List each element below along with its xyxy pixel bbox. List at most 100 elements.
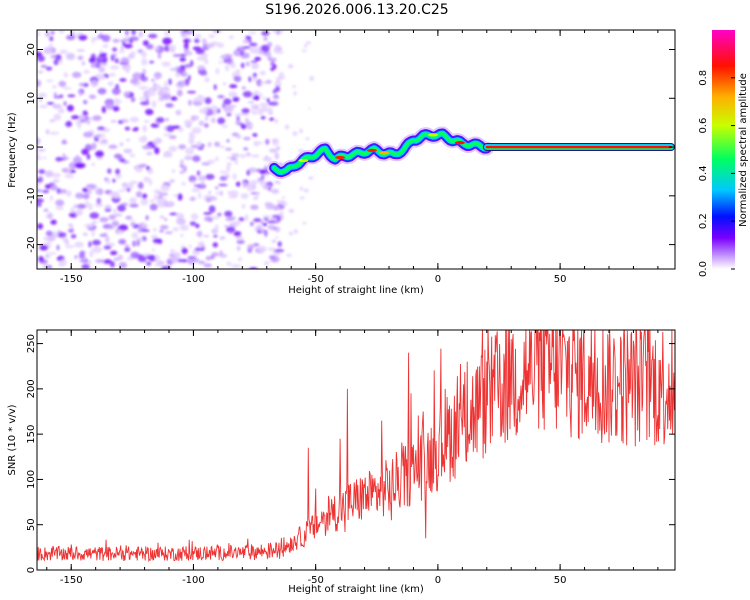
- noise-blob: [218, 253, 228, 258]
- noise-blob: [215, 67, 220, 75]
- noise-blob: [259, 81, 268, 85]
- noise-blob: [39, 244, 49, 251]
- noise-blob: [126, 183, 134, 190]
- noise-blob: [138, 225, 142, 233]
- noise-blob: [44, 255, 51, 259]
- noise-blob: [68, 223, 73, 227]
- spectrogram-x-tick-label: 0: [435, 274, 441, 285]
- noise-blob: [73, 156, 82, 164]
- noise-blob: [91, 36, 95, 44]
- noise-blob: [149, 203, 158, 211]
- noise-blob: [244, 214, 249, 222]
- snr-y-tick-label: 100: [26, 470, 37, 489]
- noise-blob: [143, 253, 151, 256]
- noise-blob: [263, 36, 268, 41]
- noise-blob: [99, 217, 109, 223]
- noise-blob: [233, 75, 242, 82]
- noise-blob: [210, 216, 220, 220]
- noise-blob: [203, 263, 212, 268]
- noise-blob: [259, 102, 269, 107]
- noise-blob: [130, 96, 136, 103]
- noise-blob: [85, 184, 96, 189]
- noise-blob: [197, 241, 205, 249]
- noise-blob: [88, 241, 92, 248]
- noise-blob: [236, 135, 242, 139]
- noise-blob: [201, 52, 209, 58]
- noise-blob: [37, 223, 44, 230]
- noise-blob: [145, 108, 154, 116]
- noise-blob: [153, 194, 158, 201]
- noise-blob: [67, 94, 76, 98]
- noise-blob: [106, 226, 115, 230]
- noise-blob: [157, 89, 165, 97]
- noise-blob: [126, 138, 130, 142]
- noise-speck: [301, 49, 308, 52]
- noise-speck: [299, 128, 303, 134]
- noise-blob: [254, 56, 261, 62]
- noise-blob: [79, 114, 86, 120]
- noise-blob: [37, 189, 43, 192]
- noise-blob: [272, 89, 277, 94]
- noise-blob: [95, 150, 104, 158]
- noise-blob: [242, 39, 250, 44]
- noise-blob: [219, 175, 228, 181]
- noise-blob: [189, 197, 197, 201]
- noise-blob: [171, 125, 181, 129]
- noise-blob: [218, 61, 224, 64]
- noise-blob: [168, 145, 178, 152]
- noise-blob: [61, 153, 67, 158]
- noise-blob: [112, 105, 120, 112]
- noise-blob: [184, 50, 193, 56]
- noise-blob: [248, 31, 257, 35]
- noise-blob: [98, 66, 106, 73]
- noise-blob: [268, 186, 272, 192]
- noise-blob: [225, 218, 235, 221]
- snr-y-tick-label: 0: [26, 567, 37, 573]
- noise-blob: [225, 64, 230, 72]
- noise-blob: [152, 227, 157, 232]
- noise-blob: [37, 32, 41, 36]
- noise-blob: [151, 79, 155, 82]
- colorbar-tick-label: 0.4: [698, 165, 709, 181]
- noise-blob: [217, 42, 225, 48]
- noise-blob: [229, 104, 237, 108]
- noise-blob: [217, 117, 226, 125]
- noise-blob: [228, 216, 237, 219]
- snr-x-label: Height of straight line (km): [288, 584, 424, 595]
- noise-blob: [101, 63, 108, 66]
- noise-blob: [110, 120, 117, 123]
- noise-blob: [50, 219, 57, 225]
- noise-blob: [228, 35, 234, 39]
- noise-blob: [117, 254, 124, 261]
- noise-blob: [138, 136, 148, 143]
- noise-blob: [84, 223, 94, 228]
- noise-blob: [169, 249, 175, 254]
- noise-blob: [135, 167, 143, 173]
- noise-blob: [109, 65, 120, 70]
- noise-blob: [204, 123, 209, 128]
- spectrogram-x-label: Height of straight line (km): [288, 285, 424, 296]
- noise-blob: [207, 141, 212, 148]
- spectrogram-y-tick-label: -10: [26, 188, 37, 204]
- noise-blob: [63, 101, 67, 106]
- noise-blob: [270, 101, 279, 106]
- noise-blob: [62, 87, 72, 90]
- noise-blob: [47, 212, 54, 220]
- noise-speck: [273, 139, 279, 144]
- noise-blob: [183, 42, 189, 49]
- noise-blob: [201, 38, 207, 45]
- noise-blob: [178, 144, 187, 150]
- noise-blob: [276, 146, 281, 151]
- noise-blob: [241, 86, 246, 90]
- noise-blob: [201, 181, 205, 186]
- noise-blob: [131, 232, 139, 239]
- noise-speck: [304, 44, 308, 48]
- noise-blob: [195, 223, 200, 229]
- noise-blob: [205, 255, 212, 261]
- noise-blob: [184, 155, 193, 161]
- noise-blob: [136, 239, 140, 247]
- noise-blob: [78, 82, 85, 87]
- noise-blob: [141, 145, 152, 150]
- noise-blob: [260, 174, 265, 180]
